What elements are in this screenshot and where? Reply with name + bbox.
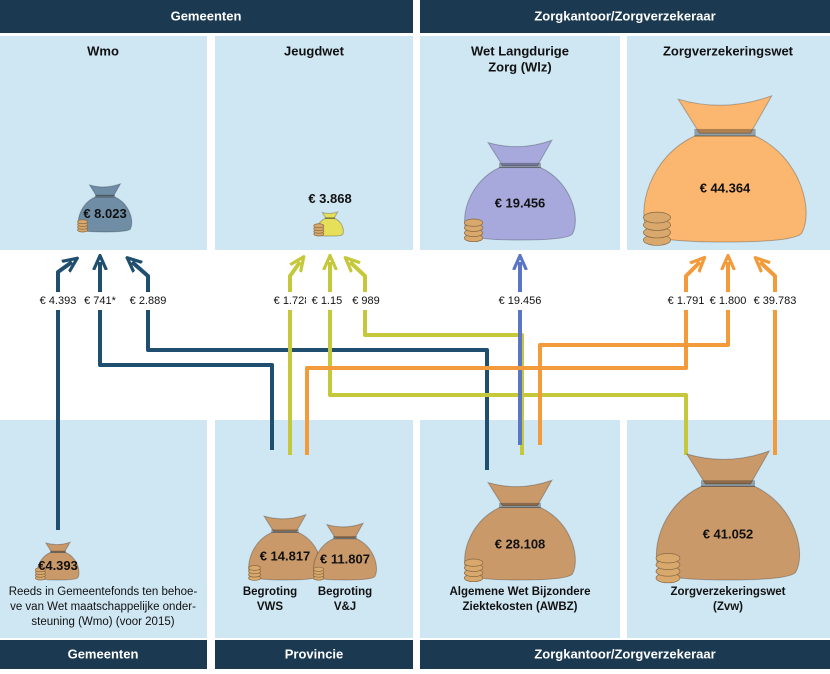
bag-tie bbox=[50, 551, 66, 553]
bag-amount: € 14.817 bbox=[260, 549, 311, 564]
bag-amount: € 44.364 bbox=[700, 181, 751, 196]
flow-label: € 19.456 bbox=[499, 295, 542, 307]
flow-label: € 1.791 bbox=[668, 295, 705, 307]
source-caption: steuning (Wmo) (voor 2015) bbox=[31, 616, 174, 628]
panel-title: Zorg (Wlz) bbox=[488, 59, 552, 74]
footer-title: Gemeenten bbox=[68, 646, 139, 661]
bag-tie bbox=[95, 195, 115, 198]
flow-label: € 1.728 bbox=[274, 295, 311, 307]
source-caption: ve van Wet maatschappelijke onder- bbox=[10, 601, 196, 613]
bag-amount: €4.393 bbox=[38, 558, 78, 573]
bag-tie bbox=[499, 163, 541, 168]
source-caption: Reeds in Gemeentefonds ten behoe- bbox=[9, 586, 198, 598]
panel-title: Wmo bbox=[87, 43, 119, 58]
coin bbox=[464, 219, 483, 226]
panel-title: Wet Langdurige bbox=[471, 43, 569, 58]
flow-label: € 4.393 bbox=[40, 295, 77, 307]
bag-amount: € 3.868 bbox=[308, 191, 351, 206]
source-caption: VWS bbox=[257, 601, 284, 613]
source-caption: (Zvw) bbox=[713, 601, 743, 613]
flow-label: € 2.889 bbox=[130, 295, 167, 307]
bag-amount: € 28.108 bbox=[495, 537, 546, 552]
header-title: Zorgkantoor/Zorgverzekeraar bbox=[534, 8, 715, 23]
header-title: Gemeenten bbox=[171, 8, 242, 23]
source-caption: Algemene Wet Bijzondere bbox=[449, 586, 590, 598]
bag-tie bbox=[271, 529, 298, 532]
panel-title: Jeugdwet bbox=[284, 43, 345, 58]
coin bbox=[643, 212, 670, 223]
infographic: Gemeenten Zorgkantoor/Zorgverzekeraar Ge… bbox=[0, 0, 830, 669]
source-caption: Begroting bbox=[318, 586, 372, 598]
bag-tie bbox=[499, 503, 541, 508]
source-caption: Zorgverzekeringswet bbox=[670, 586, 785, 598]
footer-title: Zorgkantoor/Zorgverzekeraar bbox=[534, 646, 715, 661]
flow-arrow bbox=[540, 262, 728, 445]
coin bbox=[314, 224, 324, 228]
bag-amount: € 8.023 bbox=[83, 206, 126, 221]
coin bbox=[249, 566, 261, 571]
source-caption: V&J bbox=[334, 601, 356, 613]
panel-title: Zorgverzekeringswet bbox=[663, 43, 794, 58]
flow-label: € 39.783 bbox=[754, 295, 797, 307]
bag-amount: € 41.052 bbox=[703, 526, 754, 541]
coin bbox=[313, 567, 324, 571]
coin bbox=[464, 559, 483, 566]
bag-tie bbox=[333, 536, 357, 539]
bag-amount: € 19.456 bbox=[495, 195, 546, 210]
bag-amount: € 11.807 bbox=[320, 552, 370, 567]
source-caption: Ziektekosten (AWBZ) bbox=[462, 601, 577, 613]
flow-label: € 741* bbox=[84, 295, 117, 307]
footer-title: Provincie bbox=[285, 646, 344, 661]
source-caption: Begroting bbox=[243, 586, 297, 598]
bag-tie bbox=[701, 480, 755, 487]
flow-label: € 989 bbox=[352, 295, 380, 307]
flow-label: € 1.800 bbox=[710, 295, 747, 307]
bag-tie bbox=[694, 129, 755, 137]
coin bbox=[656, 553, 680, 563]
bag-tie bbox=[325, 217, 335, 218]
